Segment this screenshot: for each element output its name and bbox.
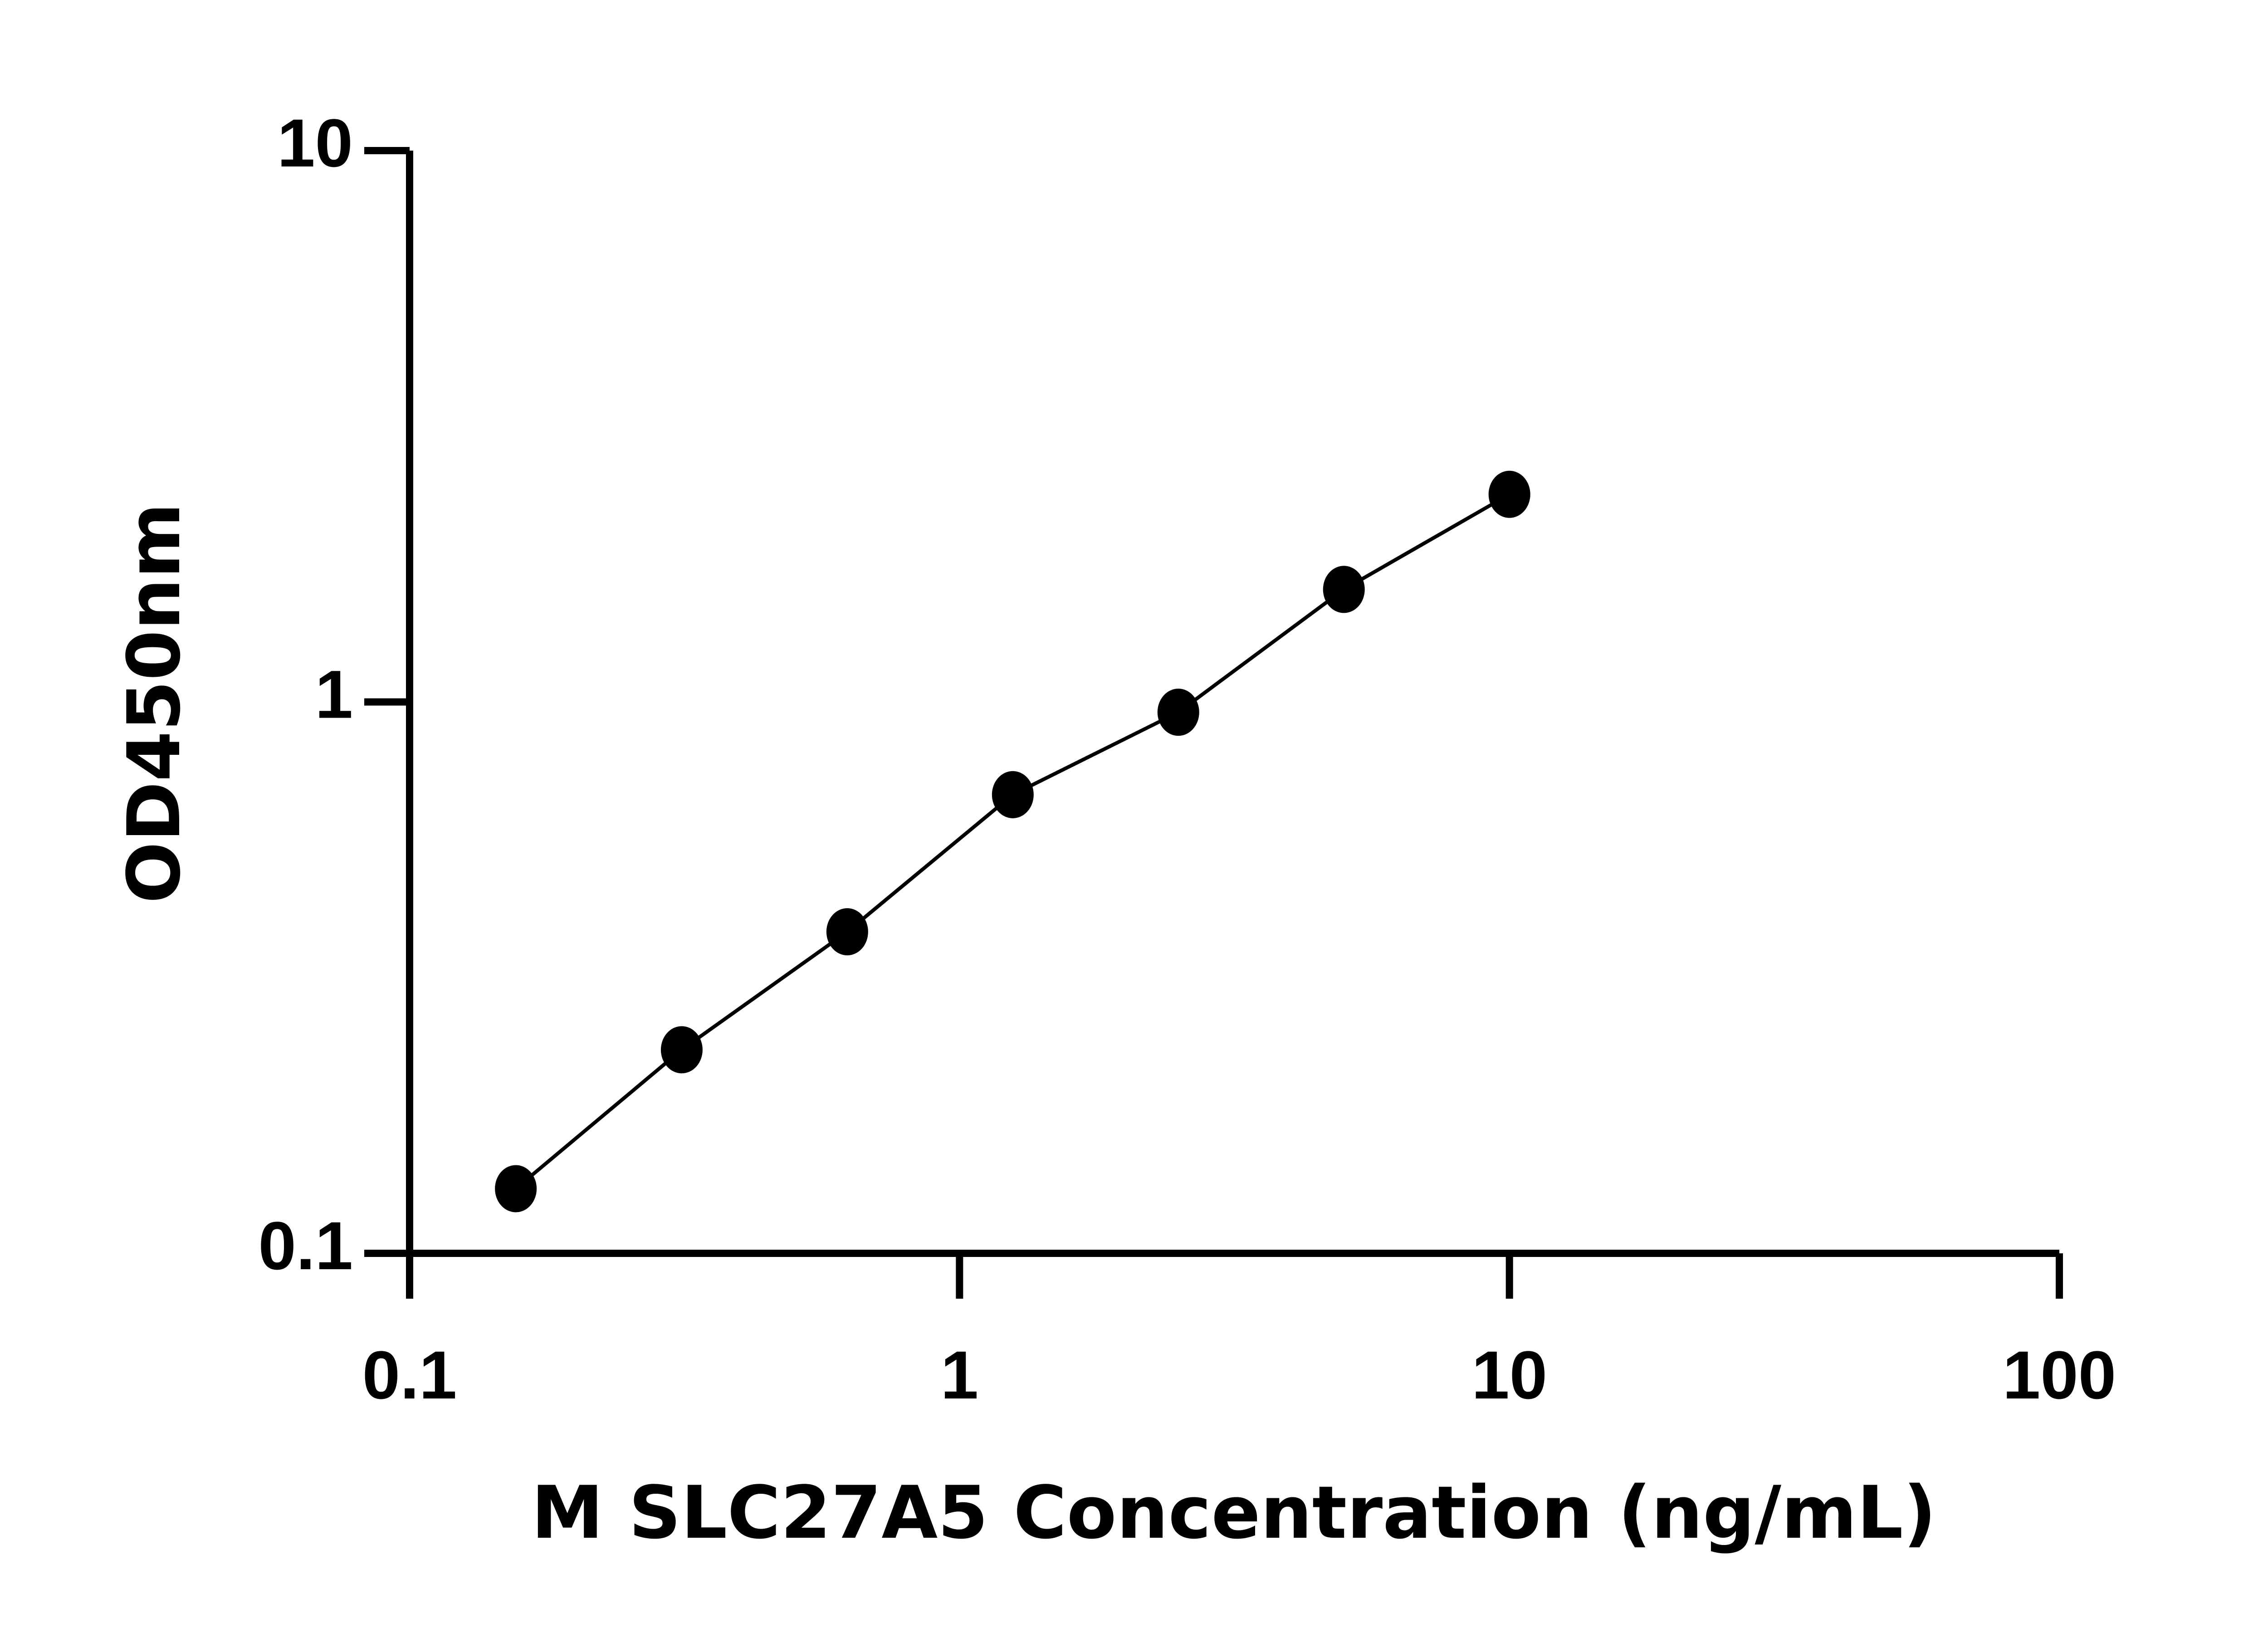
x-tick-label: 0.1 xyxy=(362,1337,457,1413)
x-axis-title: M SLC27A5 Concentration (ng/mL) xyxy=(531,1470,1936,1555)
data-point xyxy=(992,771,1034,818)
y-tick-label: 0.1 xyxy=(258,1208,353,1284)
y-tick-label: 10 xyxy=(277,105,353,181)
axes xyxy=(406,151,2059,1257)
x-tick-label: 1 xyxy=(941,1337,978,1413)
data-point xyxy=(1157,689,1199,736)
data-point xyxy=(660,1026,703,1074)
ticks: 0.1 1 10 100 0.1 1 10 xyxy=(258,105,2116,1413)
data-point xyxy=(1323,566,1365,613)
x-tick-label: 100 xyxy=(2003,1337,2116,1413)
series xyxy=(495,470,1530,1213)
data-point xyxy=(826,908,868,956)
data-point xyxy=(495,1165,537,1213)
y-tick-label: 1 xyxy=(315,656,353,733)
data-point xyxy=(1488,470,1530,518)
x-tick-label: 10 xyxy=(1471,1337,1547,1413)
y-axis-title: OD450nm xyxy=(112,503,196,903)
